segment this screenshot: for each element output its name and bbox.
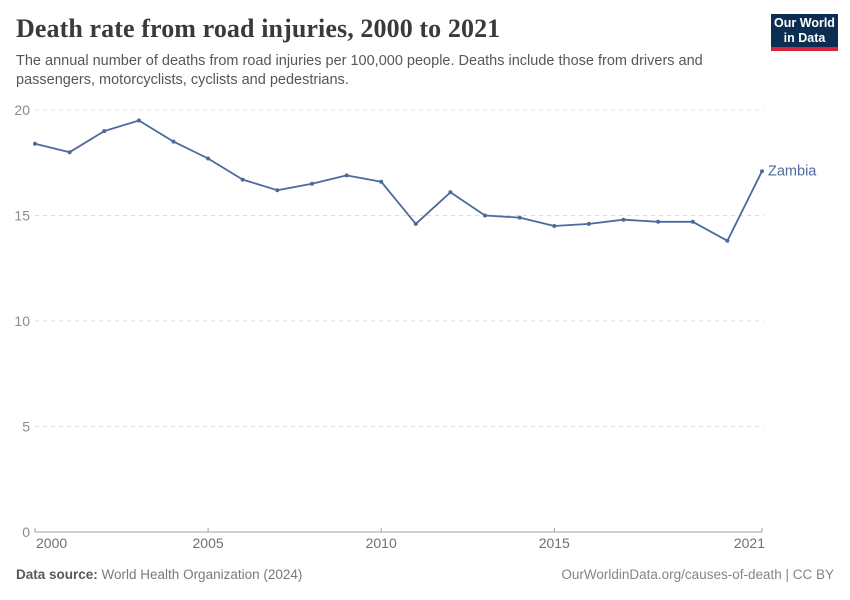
- y-tick-label: 15: [14, 208, 30, 224]
- data-point: [448, 190, 453, 195]
- data-point: [275, 188, 280, 193]
- data-point: [621, 217, 626, 222]
- x-tick-label: 2010: [366, 535, 397, 551]
- x-tick-label: 2015: [539, 535, 570, 551]
- data-point: [67, 150, 72, 155]
- x-tick-label: 2021: [734, 535, 765, 551]
- logo-line2: in Data: [783, 30, 826, 45]
- y-tick-label: 5: [22, 419, 30, 435]
- owid-logo[interactable]: Our World in Data: [771, 14, 838, 51]
- data-point: [586, 221, 591, 226]
- data-point: [413, 221, 418, 226]
- page-title: Death rate from road injuries, 2000 to 2…: [16, 14, 501, 43]
- data-point: [690, 219, 695, 224]
- chart-footer: Data source: World Health Organization (…: [16, 567, 834, 582]
- data-point: [483, 213, 487, 218]
- logo-line1: Our World: [774, 15, 835, 30]
- data-point: [240, 177, 245, 182]
- line-chart: 0 5 10 15 20 2000 2005 2010 2015 2021 Zambia: [14, 102, 817, 551]
- data-point: [552, 224, 557, 228]
- data-source: Data source: World Health Organization (…: [16, 567, 302, 582]
- data-point: [310, 181, 314, 186]
- data-point: [136, 118, 141, 123]
- x-tick-label: 2000: [36, 535, 67, 551]
- y-tick-label: 10: [14, 313, 30, 329]
- chart-subtitle: The annual number of deaths from road in…: [16, 53, 703, 88]
- data-point: [517, 215, 522, 220]
- data-point: [33, 141, 37, 146]
- data-point: [206, 156, 211, 161]
- y-tick-label: 20: [14, 102, 30, 118]
- x-tick-label: 2005: [193, 535, 224, 551]
- credit-link[interactable]: OurWorldinData.org/causes-of-death | CC …: [561, 567, 834, 582]
- data-point: [725, 238, 730, 243]
- y-tick-label: 0: [22, 524, 30, 540]
- data-point: [760, 169, 764, 174]
- data-point: [344, 173, 349, 178]
- data-source-value: World Health Organization (2024): [97, 567, 303, 582]
- data-point: [171, 139, 176, 144]
- data-point: [102, 129, 107, 134]
- data-point: [656, 219, 661, 224]
- entity-label: Zambia: [768, 164, 817, 180]
- data-source-label: Data source:: [16, 567, 98, 582]
- data-line-zambia: [34, 119, 763, 242]
- data-point: [379, 179, 384, 184]
